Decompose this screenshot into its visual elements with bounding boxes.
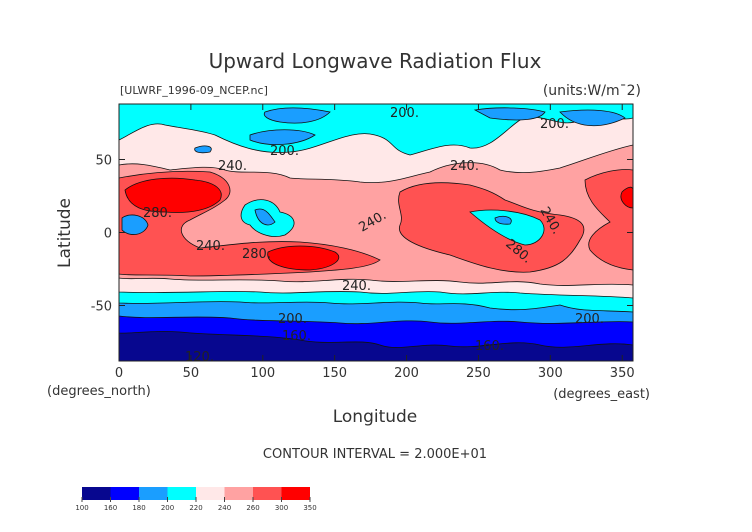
colorbar-swatch — [196, 487, 225, 500]
x-tick-label: 50 — [183, 366, 200, 381]
x-tick-label: 100 — [250, 366, 275, 381]
y-tick-label: 50 — [95, 153, 112, 168]
blue-island-america — [494, 216, 512, 225]
contour-label: 200. — [390, 106, 419, 121]
colorbar-label: 160 — [104, 504, 117, 512]
colorbar-swatch — [110, 487, 139, 500]
contour-label: 280. — [242, 247, 271, 262]
contour-interval-text: CONTOUR INTERVAL = 2.000E+01 — [263, 447, 487, 462]
colorbar-label: 220 — [189, 504, 202, 512]
contour-fill-layers — [119, 104, 633, 361]
contour-label: 280. — [143, 206, 172, 221]
colorbar: 100 160 180 200 220 240 260 300 350 — [75, 487, 317, 512]
colorbar-label: 180 — [132, 504, 145, 512]
colorbar-swatch — [224, 487, 253, 500]
colorbar-label: 100 — [75, 504, 88, 512]
contour-label: 160. — [475, 339, 504, 354]
axes: 0 50 100 150 200 250 300 350 50 0 -50 — [91, 104, 635, 381]
colorbar-swatch — [253, 487, 282, 500]
colorbar-swatch — [82, 487, 111, 500]
contour-label: 200. — [540, 117, 569, 132]
y-axis-label: Latitude — [55, 198, 75, 268]
y-tick-label: 0 — [104, 227, 112, 242]
colorbar-label: 260 — [246, 504, 259, 512]
chart-title: Upward Longwave Radiation Flux — [209, 49, 542, 73]
colorbar-label: 200 — [161, 504, 174, 512]
y-tick-label: -50 — [91, 300, 112, 315]
colorbar-swatch — [281, 487, 310, 500]
contour-label: 200. — [278, 312, 307, 327]
x-tick-label: 200 — [394, 366, 419, 381]
contour-label: 160. — [282, 329, 311, 344]
x-tick-label: 250 — [466, 366, 491, 381]
x-tick-label: 150 — [322, 366, 347, 381]
chart-subtitle-units: (units:W/m¯2) — [543, 83, 641, 99]
colorbar-swatch — [139, 487, 168, 500]
chart-subtitle-file: [ULWRF_1996-09_NCEP.nc] — [120, 84, 268, 97]
colorbar-swatch — [167, 487, 196, 500]
blue-island-africa — [254, 208, 276, 226]
blue-island-north-b — [194, 129, 316, 154]
contour-label: 120. — [185, 350, 214, 365]
band-300-350-b — [267, 245, 340, 271]
x-tick-label: 350 — [610, 366, 635, 381]
blue-island-west — [121, 214, 149, 235]
x-tick-label: 0 — [115, 366, 123, 381]
cyan-island-america — [469, 209, 545, 246]
band-300-350-a — [124, 177, 222, 213]
contour-label: 200. — [270, 144, 299, 159]
band-300-350-c — [620, 186, 633, 209]
contour-label: 200. — [575, 312, 604, 327]
blue-island-north-a — [263, 107, 331, 124]
y-unit-label: (degrees_north) — [47, 384, 151, 399]
colorbar-label: 300 — [275, 504, 288, 512]
x-axis-label: Longitude — [333, 407, 418, 427]
contour-label: 240. — [342, 279, 371, 294]
colorbar-label: 350 — [303, 504, 316, 512]
contour-label: 240. — [218, 159, 247, 174]
x-unit-label: (degrees_east) — [553, 387, 650, 402]
colorbar-label: 240 — [218, 504, 231, 512]
contour-label: 240. — [450, 159, 479, 174]
x-tick-label: 300 — [538, 366, 563, 381]
blue-island-north-c — [473, 107, 626, 127]
contour-label: 240. — [196, 239, 225, 254]
